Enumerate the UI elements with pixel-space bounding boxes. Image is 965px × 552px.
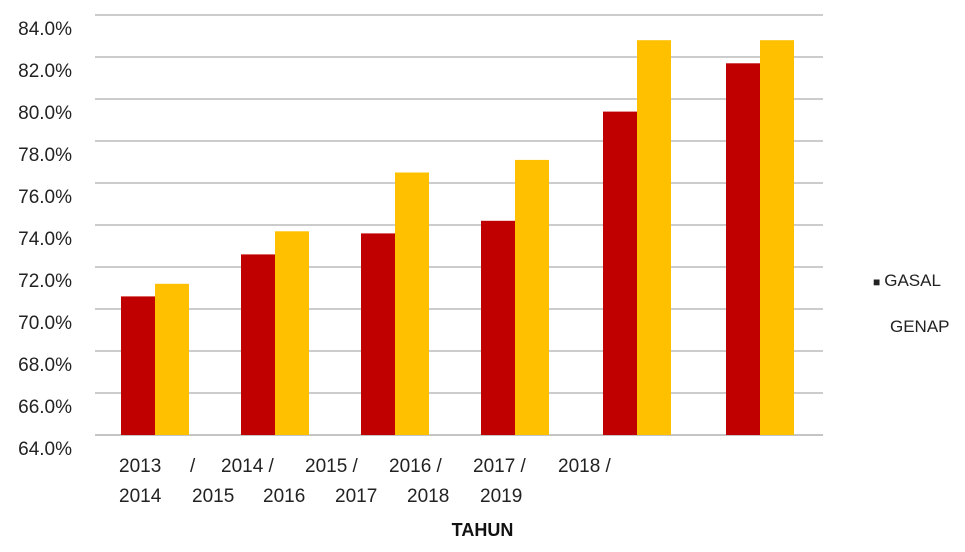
bar-genap-1 <box>275 231 309 435</box>
bar-gasal-3 <box>481 220 515 435</box>
bar-gasal-5 <box>726 63 760 436</box>
x-tick-label-row1: 2013 <box>119 456 161 477</box>
legend-label-genap: GENAP <box>890 317 950 336</box>
bar-genap-5 <box>760 40 794 435</box>
x-tick-label-row1: 2014 / <box>221 456 275 477</box>
x-tick-label-row1: 2018 / <box>558 456 612 477</box>
y-tick-label: 70.0% <box>18 313 72 334</box>
x-axis-tick-labels: 2013 / 2014 / 2015 / 2016 / 2017 / 2018 / 2014 2… <box>119 456 612 507</box>
x-tick-label-row1: 2017 / <box>473 456 527 477</box>
bar-gasal-0 <box>121 296 155 435</box>
y-tick-label: 74.0% <box>18 229 72 250</box>
x-tick-label-row2: 2015 <box>192 486 234 507</box>
x-axis-title: TAHUN <box>451 520 514 540</box>
legend-marker-gasal: ■ <box>873 275 881 289</box>
x-tick-label-row1: 2015 / <box>305 456 359 477</box>
y-tick-label: 72.0% <box>18 271 72 292</box>
legend-item-genap: GENAP <box>890 317 950 337</box>
bar-genap-4 <box>637 40 671 435</box>
x-tick-label-row2: 2017 <box>335 486 377 507</box>
y-tick-label: 84.0% <box>18 19 72 40</box>
legend-item-gasal: ■ GASAL <box>873 271 941 291</box>
bar-genap-0 <box>155 283 189 435</box>
y-tick-label: 80.0% <box>18 103 72 124</box>
x-tick-label-row2: 2019 <box>480 486 522 507</box>
x-tick-label-row2: 2018 <box>407 486 449 507</box>
y-tick-label: 78.0% <box>18 145 72 166</box>
bar-series <box>121 40 794 436</box>
bar-genap-3 <box>515 159 549 435</box>
x-tick-label-row1: 2016 / <box>389 456 443 477</box>
bar-gasal-2 <box>361 233 395 435</box>
x-tick-label-row2: 2016 <box>263 486 305 507</box>
x-tick-label-row1: / <box>190 456 196 477</box>
y-axis-tick-labels: 64.0% 66.0% 68.0% 70.0% 72.0% 74.0% 76.0% 78.0%… <box>18 19 72 460</box>
gridlines <box>95 14 823 436</box>
legend-label-gasal: GASAL <box>884 271 941 290</box>
y-tick-label: 64.0% <box>18 439 72 460</box>
y-tick-label: 66.0% <box>18 397 72 418</box>
bar-gasal-4 <box>603 111 637 435</box>
y-tick-label: 82.0% <box>18 61 72 82</box>
bar-gasal-1 <box>241 254 275 435</box>
y-tick-label: 68.0% <box>18 355 72 376</box>
x-tick-label-row2: 2014 <box>119 486 162 507</box>
bar-genap-2 <box>395 172 429 435</box>
y-tick-label: 76.0% <box>18 187 72 208</box>
